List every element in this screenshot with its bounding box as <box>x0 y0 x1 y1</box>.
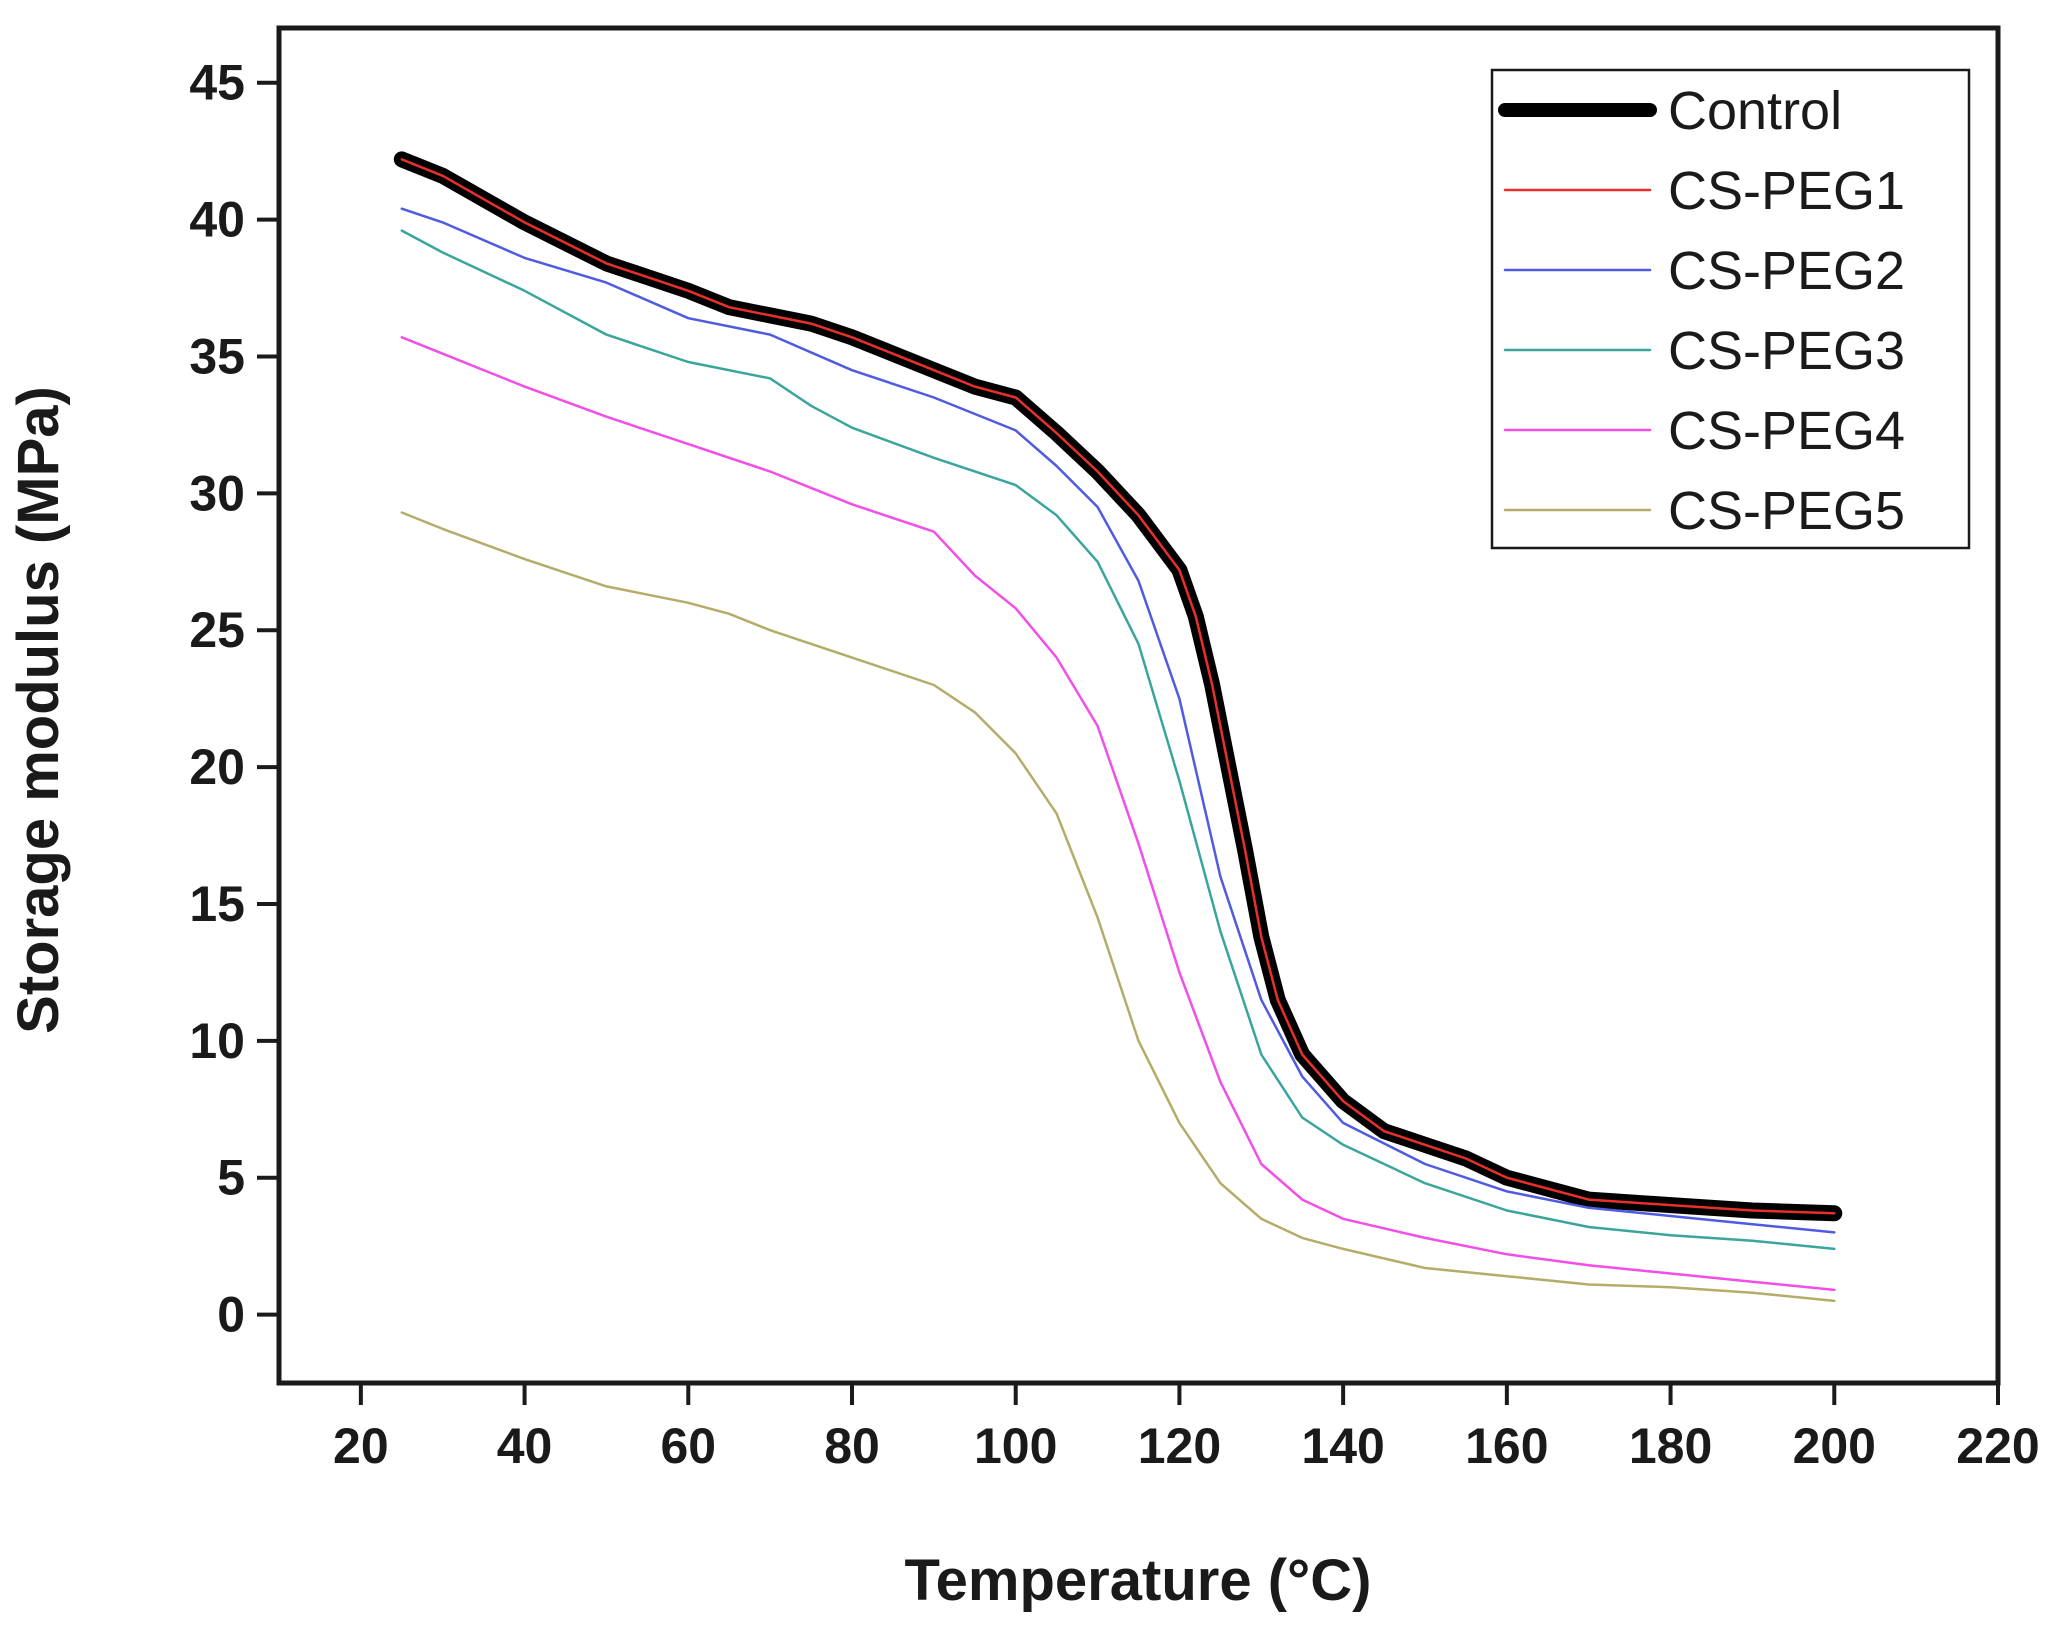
y-tick-label-30: 30 <box>189 465 245 521</box>
y-tick-label-5: 5 <box>217 1150 245 1206</box>
y-tick-label-40: 40 <box>189 192 245 248</box>
y-tick-label-15: 15 <box>189 876 245 932</box>
y-tick-label-20: 20 <box>189 739 245 795</box>
x-tick-label-20: 20 <box>333 1418 389 1474</box>
legend-label-control: Control <box>1668 81 1842 141</box>
series-line-cs-peg2 <box>400 207 1836 1234</box>
y-tick-label-45: 45 <box>189 55 245 111</box>
series-line-cs-peg1 <box>400 158 1836 1215</box>
y-tick-label-25: 25 <box>189 602 245 658</box>
x-tick-label-60: 60 <box>660 1418 716 1474</box>
x-tick-label-220: 220 <box>1956 1418 2039 1474</box>
x-tick-label-180: 180 <box>1629 1418 1712 1474</box>
legend-label-cs-peg3: CS-PEG3 <box>1668 321 1905 381</box>
series-line-cs-peg5 <box>400 511 1836 1303</box>
x-tick-label-140: 140 <box>1301 1418 1384 1474</box>
legend-label-cs-peg1: CS-PEG1 <box>1668 161 1905 221</box>
legend-label-cs-peg5: CS-PEG5 <box>1668 481 1905 541</box>
legend-label-cs-peg2: CS-PEG2 <box>1668 241 1905 301</box>
x-axis: 20 40 60 80 100 120 140 160 180 200 220 <box>333 1383 2040 1474</box>
y-tick-label-10: 10 <box>189 1013 245 1069</box>
x-tick-label-80: 80 <box>824 1418 880 1474</box>
series-line-cs-peg4 <box>400 336 1836 1292</box>
series-layer <box>393 151 1843 1303</box>
x-axis-unit: °C <box>1287 1548 1352 1613</box>
x-tick-label-100: 100 <box>974 1418 1057 1474</box>
x-tick-label-120: 120 <box>1138 1418 1221 1474</box>
series-line-cs-peg3 <box>400 229 1836 1251</box>
x-axis-title-text: Temperature <box>905 1548 1252 1613</box>
legend-label-cs-peg4: CS-PEG4 <box>1668 401 1905 461</box>
x-axis-title: Temperature (°C) <box>905 1548 1372 1613</box>
plot-frame <box>276 25 2001 1386</box>
x-tick-label-40: 40 <box>497 1418 553 1474</box>
y-tick-label-35: 35 <box>189 328 245 384</box>
y-tick-label-0: 0 <box>217 1287 245 1343</box>
y-axis: 0 5 10 15 20 25 30 35 40 45 <box>189 55 279 1343</box>
x-tick-label-200: 200 <box>1793 1418 1876 1474</box>
legend: Control CS-PEG1 CS-PEG2 CS-PEG3 CS-PEG4 CS-PE… <box>1490 68 1971 550</box>
x-tick-label-160: 160 <box>1465 1418 1548 1474</box>
legend-box <box>1490 68 1971 550</box>
y-axis-title: Storage modulus (MPa) <box>6 386 71 1034</box>
